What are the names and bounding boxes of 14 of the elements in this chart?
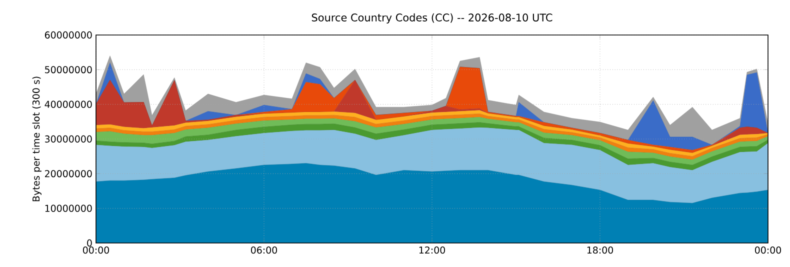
y-tick-label: 60000000 xyxy=(44,31,92,39)
x-tick-label: 12:00 xyxy=(419,246,446,254)
y-tick-label: 20000000 xyxy=(44,170,92,178)
y-tick-label: 30000000 xyxy=(45,135,92,143)
x-tick-label: 06:00 xyxy=(250,246,277,254)
chart-title: Source Country Codes (CC) -- 2026-08-10 UTC xyxy=(312,13,552,24)
y-tick-label: 10000000 xyxy=(45,204,92,212)
y-tick-label: 0 xyxy=(87,239,92,247)
x-tick-label: 18:00 xyxy=(587,246,614,254)
x-tick-label: 00:00 xyxy=(754,246,782,254)
x-tick-label: 00:00 xyxy=(82,246,109,254)
y-axis-title: Bytes per time slot (300 s) xyxy=(32,76,42,202)
y-tick-label: 50000000 xyxy=(45,66,92,74)
y-tick-label: 40000000 xyxy=(44,100,92,108)
